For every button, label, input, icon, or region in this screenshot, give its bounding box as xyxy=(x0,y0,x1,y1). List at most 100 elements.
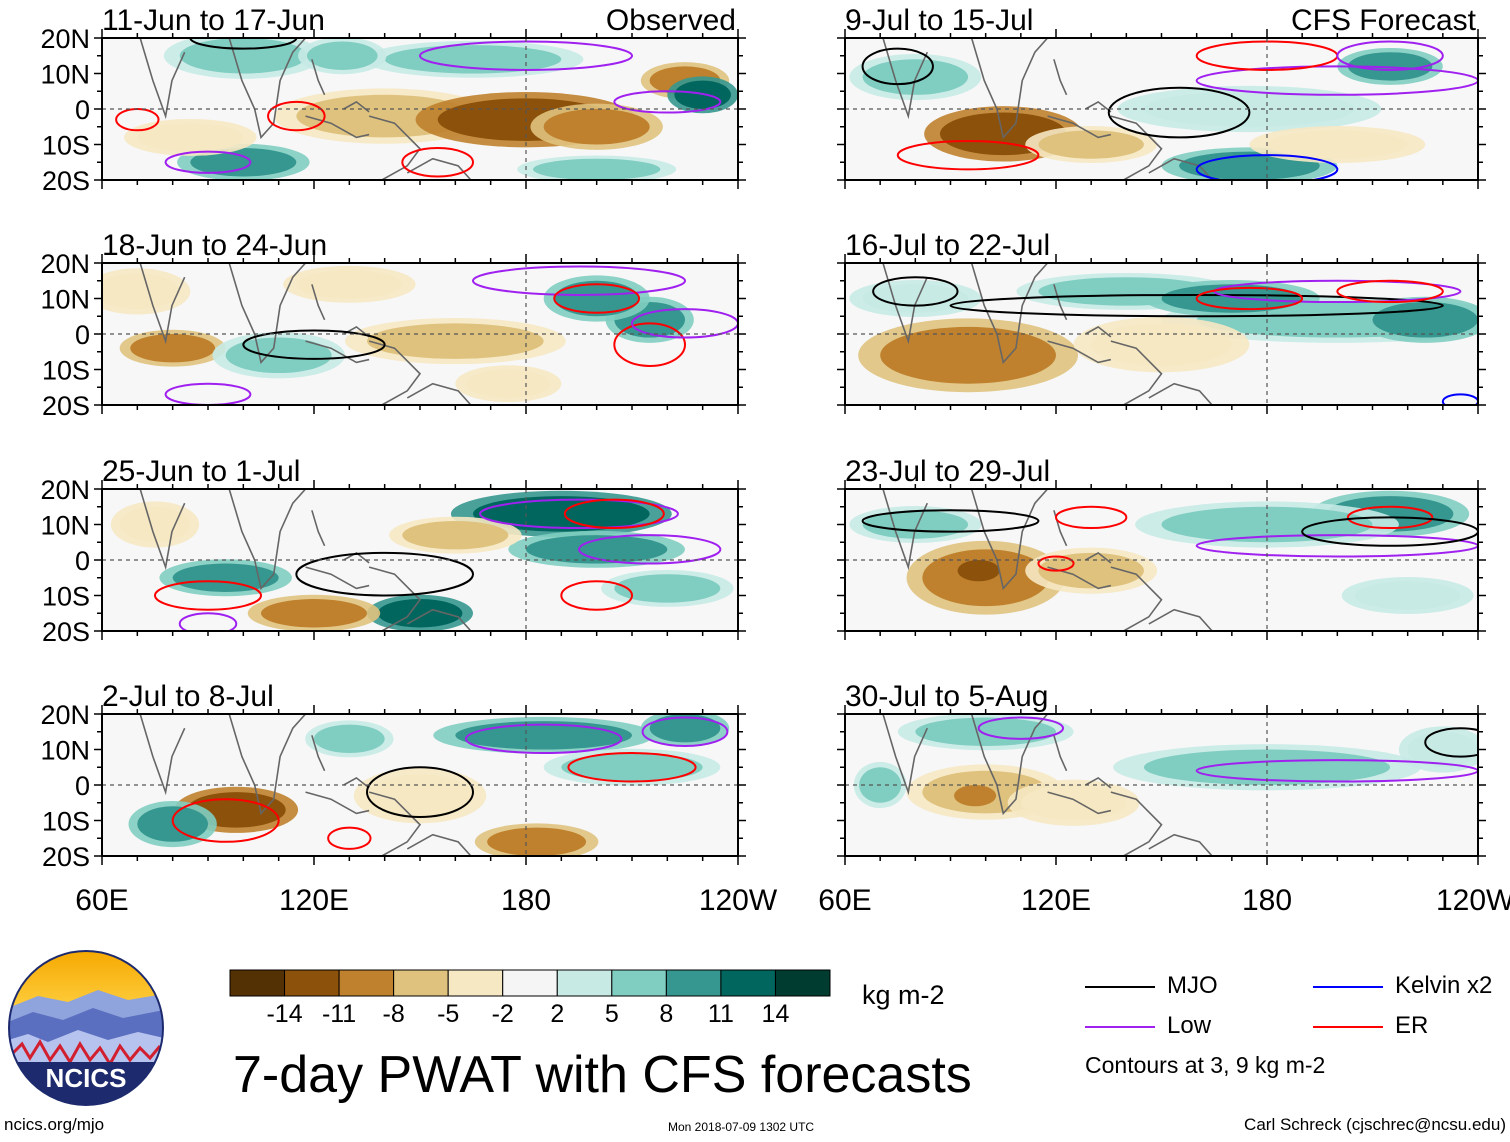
colorbar-tick-label: 14 xyxy=(762,1000,790,1028)
coastline xyxy=(228,38,307,140)
coastline xyxy=(311,735,326,772)
anomaly-patch xyxy=(614,574,721,603)
anomaly-patch xyxy=(554,280,640,317)
map-field xyxy=(110,489,734,631)
lat-label: 20S xyxy=(42,391,90,421)
coastline xyxy=(311,284,326,321)
contour-legend: MJO Kelvin x2 Low ER xyxy=(1085,970,1510,1070)
coastline xyxy=(1148,157,1213,180)
coastline xyxy=(368,115,422,180)
panel-title: 9-Jul to 15-Jul xyxy=(845,4,1033,37)
contour-er xyxy=(1037,555,1075,572)
coastline xyxy=(368,566,422,631)
map-field xyxy=(102,263,738,405)
coastline xyxy=(882,489,929,571)
lon-label: 180 xyxy=(501,884,551,917)
anomaly-patch xyxy=(306,41,378,70)
legend-label-er: ER xyxy=(1395,1012,1429,1039)
contour-mjo xyxy=(242,329,386,360)
coastline xyxy=(970,38,1049,140)
contour-er xyxy=(1346,505,1434,530)
contour-mjo xyxy=(949,293,1444,318)
legend-low: Low xyxy=(1085,1012,1211,1040)
colorbar-tick-label: -8 xyxy=(383,1000,405,1028)
lat-label: 20S xyxy=(42,617,90,647)
coastline xyxy=(406,608,472,631)
map-field xyxy=(115,38,738,180)
anomaly-patch xyxy=(1038,130,1144,159)
colorbar-tick-label: -11 xyxy=(322,1000,356,1028)
anomaly-patch xyxy=(367,323,544,359)
colorbar-tick-label: 11 xyxy=(708,1000,734,1028)
contour-low xyxy=(472,265,686,296)
map-panel-forecast-1: 9-Jul to 15-Jul CFS Forecast xyxy=(837,4,1486,189)
anomaly-patch xyxy=(954,785,997,807)
colorbar: -14 -11 -8 -5 -2 2 5 8 11 14 xyxy=(229,969,831,1028)
legend-label-mjo: MJO xyxy=(1167,972,1218,999)
lat-label: 0 xyxy=(75,95,90,125)
coastline xyxy=(1110,115,1163,180)
contour-note: Contours at 3, 9 kg m-2 xyxy=(1085,1052,1326,1078)
contour-er xyxy=(401,147,474,178)
lat-label: 10N xyxy=(40,511,90,541)
contour-mjo xyxy=(872,276,959,307)
map-panel-observed-1: 20N 10N 0 10S 20S 11-Jun to 17-Jun Observed xyxy=(40,4,746,196)
anomaly-patch xyxy=(1143,749,1391,785)
site-link[interactable]: ncics.org/mjo xyxy=(4,1115,105,1134)
colorbar-bin xyxy=(611,969,667,997)
contour-mjo xyxy=(861,47,934,86)
colorbar-bin xyxy=(502,969,558,997)
legend-swatch-kelvin xyxy=(1313,985,1383,988)
lat-label: 20N xyxy=(40,700,90,730)
coastline xyxy=(1085,776,1112,789)
coastline xyxy=(970,489,1049,591)
anomaly-patch xyxy=(543,109,650,145)
contour-er xyxy=(1336,279,1444,304)
contour-er xyxy=(896,139,1040,171)
contour-er xyxy=(613,322,687,367)
map-field xyxy=(849,38,1478,180)
coastline xyxy=(1110,340,1163,405)
anomaly-patch xyxy=(402,520,509,550)
anomaly-patch xyxy=(225,337,332,374)
colorbar-bin xyxy=(665,969,722,997)
legend-swatch-mjo xyxy=(1085,985,1155,988)
anomaly-patch xyxy=(261,599,367,628)
lon-label: 60E xyxy=(818,884,871,917)
map-field xyxy=(849,263,1478,405)
colorbar-bin xyxy=(229,969,286,997)
colorbar-tick-label: 8 xyxy=(659,1000,673,1028)
contour-low xyxy=(641,716,729,747)
coastline xyxy=(305,791,370,815)
coastline xyxy=(1110,791,1163,856)
coastline xyxy=(1053,59,1068,96)
map-panel-observed-2: 20N 10N 0 10S 20S 18-Jun to 24-Jun xyxy=(40,229,746,421)
legend-kelvin: Kelvin x2 xyxy=(1313,972,1492,1000)
panel-title: 23-Jul to 29-Jul xyxy=(845,455,1050,488)
contour-er xyxy=(553,283,641,314)
lat-label: 10N xyxy=(40,736,90,766)
contour-mjo xyxy=(861,509,1040,533)
contour-er xyxy=(327,826,372,850)
coastline xyxy=(1047,791,1112,815)
anomaly-patch xyxy=(172,563,279,592)
anomaly-patch xyxy=(102,273,180,310)
ncics-logo: NCICS xyxy=(8,950,164,1106)
contour-mjo xyxy=(1424,727,1478,758)
contour-low xyxy=(178,612,238,631)
anomaly-patch xyxy=(1091,323,1232,366)
coastline xyxy=(139,489,186,571)
contour-low xyxy=(578,534,722,565)
coastline xyxy=(343,100,370,113)
colorbar-tick-label: 5 xyxy=(605,1000,619,1028)
contour-er xyxy=(267,100,326,132)
panel-title: 2-Jul to 8-Jul xyxy=(102,680,274,713)
coastline xyxy=(311,510,326,547)
contour-mjo xyxy=(295,551,474,597)
lat-label: 10S xyxy=(42,131,90,161)
contour-low xyxy=(164,150,252,174)
contour-low xyxy=(1336,40,1444,71)
map-panel-observed-4: 20N 10N 0 10S 20S 2-Jul to 8-Jul 60E 120E 180 120… xyxy=(40,680,777,917)
contour-er xyxy=(560,580,634,611)
